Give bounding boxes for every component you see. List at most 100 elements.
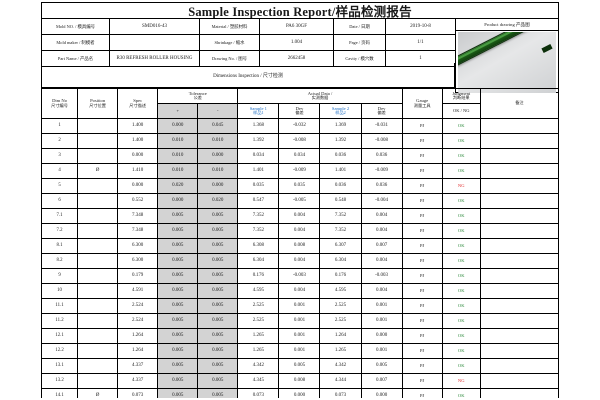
cell-gauge: PJ xyxy=(401,163,443,179)
table-row: 14.1 Ø 0.073 0.005 0.005 0.073 0.000 0.073 0.000… xyxy=(41,388,559,398)
cell-sample-2: 0.036 xyxy=(319,178,362,194)
cell-dev-2: 0.036 xyxy=(360,178,403,194)
cell-tolerance-minus: 0.005 xyxy=(197,268,239,284)
inspection-table-wrapper: Dim No 尺寸编号 Position 尺寸位置 Spec 尺寸描述 Tole… xyxy=(41,88,559,398)
cell-tolerance-plus: 0.010 xyxy=(157,133,199,149)
cell-dev-2: 0.036 xyxy=(360,148,403,164)
judgment-value: OK xyxy=(457,138,465,144)
cell-remark xyxy=(479,358,559,374)
cell-position xyxy=(77,268,119,284)
cell-remark xyxy=(479,343,559,359)
cell-dev-2: 0.000 xyxy=(360,328,403,344)
product-drawing-caption: Product drawing 产品图 xyxy=(456,19,558,31)
cell-spec: 0.000 xyxy=(117,148,159,164)
table-header-row-1: Dim No 尺寸编号 Position 尺寸位置 Spec 尺寸描述 Tole… xyxy=(41,88,559,119)
cell-gauge: PJ xyxy=(401,328,443,344)
cell-tolerance-minus: 0.005 xyxy=(197,238,239,254)
meta-label-mold-maker: Mold maker / 制模者 xyxy=(41,34,110,51)
meta-label-mold-no: Mold NO. / 模具编号 xyxy=(41,18,110,35)
table-row: 1 1.400 0.000 0.045 1.368 -0.032 1.369 -0.031 PJ… xyxy=(41,118,559,134)
cell-tolerance-plus: 0.010 xyxy=(157,148,199,164)
cell-dev-2: -0.003 xyxy=(360,268,403,284)
cell-dev-2: -0.008 xyxy=(360,133,403,149)
cell-gauge: PJ xyxy=(401,283,443,299)
judgment-value: NG xyxy=(457,378,465,384)
header-gauge-cn: 测量工具 xyxy=(413,102,431,108)
meta-row: Mold maker / 制模者 Shrinkage / 缩水 1.004 Pa… xyxy=(41,34,456,51)
cell-remark xyxy=(479,298,559,314)
meta-label-date: Date / 日期 xyxy=(333,18,386,35)
cell-tolerance-minus: 0.005 xyxy=(197,358,239,374)
cell-remark xyxy=(479,118,559,134)
cell-tolerance-plus: 0.005 xyxy=(157,208,199,224)
cell-sample-2: 1.264 xyxy=(319,328,362,344)
table-row: 13.2 4.337 0.005 0.005 4.345 0.008 4.344 0.007 P… xyxy=(41,373,559,389)
header-dev-1-en: Dev xyxy=(295,105,304,111)
cell-tolerance-minus: 0.005 xyxy=(197,328,239,344)
header-spec: Spec 尺寸描述 xyxy=(117,88,159,119)
cell-tolerance-plus: 0.000 xyxy=(157,118,199,134)
table-row: 2 1.400 0.010 0.010 1.392 -0.008 1.392 -0.008 PJ… xyxy=(41,133,559,149)
cell-remark xyxy=(479,268,559,284)
cell-tolerance-plus: 0.005 xyxy=(157,313,199,329)
cell-dev-1: -0.008 xyxy=(278,133,321,149)
cell-position xyxy=(77,223,119,239)
cell-spec: 2.524 xyxy=(117,298,159,314)
inspection-table-body: 1 1.400 0.000 0.045 1.368 -0.032 1.369 -0.031 PJ… xyxy=(41,118,559,398)
meta-label-shrinkage: Shrinkage / 缩水 xyxy=(199,34,260,51)
cell-dev-1: 0.008 xyxy=(278,373,321,389)
cell-gauge: PJ xyxy=(401,133,443,149)
cell-sample-1: 4.345 xyxy=(237,373,280,389)
header-dev-2-cn: 偏差 xyxy=(377,110,386,116)
cell-position xyxy=(77,178,119,194)
cell-gauge: PJ xyxy=(401,178,443,194)
cell-tolerance-minus: 0.045 xyxy=(197,118,239,134)
header-sample-2-en: Sample 2 xyxy=(331,105,350,111)
cell-dim-no: 4 xyxy=(41,163,79,179)
table-row: 11.2 2.524 0.005 0.005 2.525 0.001 2.525 0.001 P… xyxy=(41,313,559,329)
meta-label-cavity: Cavity / 模穴数 xyxy=(333,50,386,67)
cell-position xyxy=(77,253,119,269)
meta-label-page: Page / 页码 xyxy=(333,34,386,51)
cell-dim-no: 12.2 xyxy=(41,343,79,359)
header-position: Position 尺寸位置 xyxy=(77,88,119,119)
meta-row: Part Name / 产品名 R30 REFRESH ROLLER HOUSI… xyxy=(41,50,456,67)
cell-sample-1: 2.525 xyxy=(237,313,280,329)
cell-tolerance-plus: 0.000 xyxy=(157,193,199,209)
cell-position xyxy=(77,358,119,374)
cell-spec: 1.264 xyxy=(117,343,159,359)
status-badge: OK xyxy=(441,313,481,329)
cell-tolerance-minus: 0.005 xyxy=(197,208,239,224)
judgment-value: OK xyxy=(457,273,465,279)
report-title-band: Sample Inspection Report/样品检测报告 xyxy=(41,2,559,19)
table-row: 12.1 1.264 0.005 0.005 1.265 0.001 1.264 0.000 P… xyxy=(41,328,559,344)
cell-gauge: PJ xyxy=(401,238,443,254)
cell-dev-1: 0.004 xyxy=(278,283,321,299)
header-dev-2: Dev 偏差 xyxy=(360,103,403,119)
header-dev-1-cn: 偏差 xyxy=(295,110,304,116)
cell-gauge: PJ xyxy=(401,298,443,314)
inspection-table: Dim No 尺寸编号 Position 尺寸位置 Spec 尺寸描述 Tole… xyxy=(41,88,559,398)
cell-tolerance-plus: 0.005 xyxy=(157,343,199,359)
header-sample-1-cn: 样品1 xyxy=(253,110,264,116)
cell-dim-no: 11.2 xyxy=(41,313,79,329)
cell-sample-2: 0.073 xyxy=(319,388,362,398)
cell-dim-no: 7.1 xyxy=(41,208,79,224)
header-judgment-values: OK / NG xyxy=(441,103,481,119)
cell-dim-no: 10 xyxy=(41,283,79,299)
judgment-value: OK xyxy=(457,153,465,159)
cell-remark xyxy=(479,328,559,344)
cell-dev-1: 0.034 xyxy=(278,148,321,164)
cell-spec: 6.300 xyxy=(117,238,159,254)
header-dim-no-en: Dim No xyxy=(52,98,67,104)
cell-spec: 7.348 xyxy=(117,208,159,224)
cell-sample-2: 2.525 xyxy=(319,298,362,314)
header-dim-no: Dim No 尺寸编号 xyxy=(41,88,79,119)
cell-remark xyxy=(479,388,559,398)
status-badge: OK xyxy=(441,253,481,269)
cell-dev-1: 0.035 xyxy=(278,178,321,194)
table-row: 13.1 4.337 0.005 0.005 4.342 0.005 4.342 0.005 P… xyxy=(41,358,559,374)
cell-position xyxy=(77,133,119,149)
cell-sample-2: 1.401 xyxy=(319,163,362,179)
